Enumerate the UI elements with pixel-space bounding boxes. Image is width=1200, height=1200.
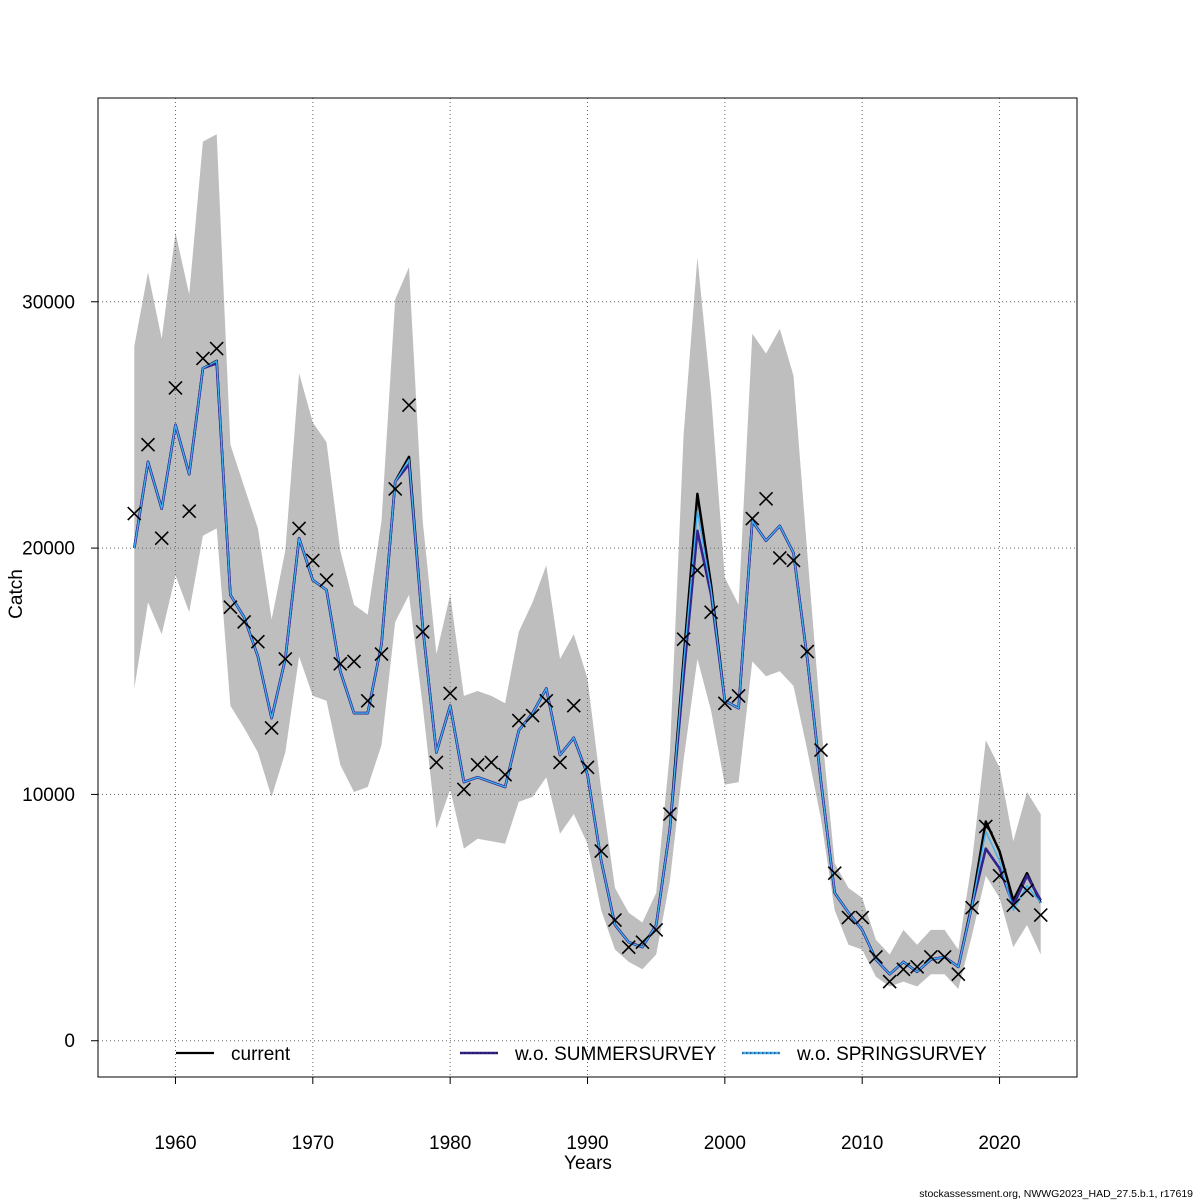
- catch-point: [621, 940, 636, 955]
- footer-credit: stockassessment.org, NWWG2023_HAD_27.5.b…: [919, 1188, 1193, 1200]
- catch-point: [305, 553, 320, 568]
- catch-point: [456, 782, 471, 797]
- confidence-band: [134, 134, 1041, 990]
- catch-point: [1019, 883, 1035, 898]
- catch-point: [346, 654, 362, 669]
- y-tick-label: 0: [64, 1031, 75, 1052]
- catch-point: [662, 807, 677, 822]
- y-tick-label: 30000: [22, 292, 75, 313]
- x-tick-label: 1990: [566, 1133, 608, 1154]
- catch-point: [195, 351, 210, 366]
- catch-point: [1006, 898, 1021, 913]
- catch-point: [896, 962, 911, 977]
- catch-point: [690, 563, 705, 578]
- catch-point: [168, 380, 183, 396]
- catch-point: [140, 437, 156, 452]
- catch-point: [470, 757, 485, 772]
- catch-point: [498, 767, 513, 782]
- catch-point: [264, 720, 279, 735]
- catch-point: [292, 521, 307, 536]
- catch-point: [635, 935, 650, 950]
- catch-point: [910, 959, 925, 974]
- catch-point: [992, 868, 1007, 883]
- x-tick-label: 2020: [978, 1133, 1020, 1154]
- legend-label-wo-springsurvey: w.o. SPRINGSURVEY: [796, 1044, 987, 1065]
- catch-point: [827, 866, 842, 881]
- catch-points-layer: [127, 341, 1048, 989]
- catch-point: [800, 644, 815, 659]
- catch-point: [649, 922, 664, 937]
- catch-point: [333, 656, 348, 671]
- catch-point: [552, 755, 568, 770]
- catch-point: [374, 646, 389, 662]
- catch-point: [127, 506, 142, 521]
- x-tick-label: 2010: [841, 1133, 883, 1154]
- catch-point: [717, 696, 732, 711]
- catch-point: [415, 624, 430, 639]
- catch-point: [841, 910, 856, 925]
- catch-point: [758, 491, 774, 506]
- catch-point: [360, 693, 375, 708]
- x-tick-label: 1970: [292, 1133, 334, 1154]
- legend: current w.o. SUMMERSURVEY w.o. SPRINGSUR…: [176, 1044, 987, 1065]
- catch-point: [250, 634, 265, 649]
- catch-point: [388, 481, 403, 497]
- x-tick-label: 2000: [704, 1133, 746, 1154]
- band-layer: [134, 134, 1041, 990]
- catch-point: [676, 632, 691, 647]
- catch-point: [745, 511, 760, 526]
- y-axis-label: Catch: [6, 569, 27, 619]
- catch-point: [443, 686, 458, 701]
- catch-point: [855, 910, 870, 925]
- catch-point: [319, 573, 334, 588]
- catch-point: [401, 398, 417, 413]
- catch-point: [965, 900, 980, 915]
- catch-point: [607, 912, 623, 928]
- catch-point: [525, 708, 540, 723]
- catch-point: [154, 531, 169, 546]
- catch-point: [772, 550, 787, 566]
- catch-point: [978, 819, 993, 834]
- catch-point: [937, 949, 952, 965]
- catch-point: [511, 713, 526, 728]
- x-tick-label: 1960: [154, 1133, 196, 1154]
- catch-point: [566, 698, 581, 713]
- axes: 1960 1970 1980 1990 2000 2010 2020 0 10000 20000 3…: [22, 292, 1021, 1154]
- catch-point: [278, 651, 293, 667]
- catch-point: [594, 844, 609, 859]
- catch-point: [237, 614, 252, 630]
- legend-label-current: current: [231, 1044, 291, 1065]
- catch-point: [223, 600, 238, 615]
- catch-point: [923, 949, 938, 965]
- x-axis-label: Years: [564, 1153, 612, 1174]
- y-tick-label: 20000: [22, 539, 75, 560]
- x-tick-label: 1980: [429, 1133, 471, 1154]
- catch-point: [786, 553, 801, 568]
- catch-point: [813, 743, 829, 758]
- catch-point: [539, 693, 554, 708]
- catch-point: [209, 341, 224, 356]
- catch-point: [731, 688, 746, 703]
- catch-point: [704, 605, 719, 620]
- legend-label-wo-summersurvey: w.o. SUMMERSURVEY: [514, 1044, 717, 1065]
- catch-point: [1033, 908, 1048, 923]
- catch-point: [868, 949, 883, 965]
- y-tick-label: 10000: [22, 785, 75, 806]
- catch-point: [580, 760, 595, 775]
- catch-point: [951, 967, 966, 982]
- catch-point: [429, 755, 444, 770]
- catch-point: [882, 974, 897, 989]
- catch-point: [182, 504, 197, 519]
- catch-point: [484, 755, 499, 770]
